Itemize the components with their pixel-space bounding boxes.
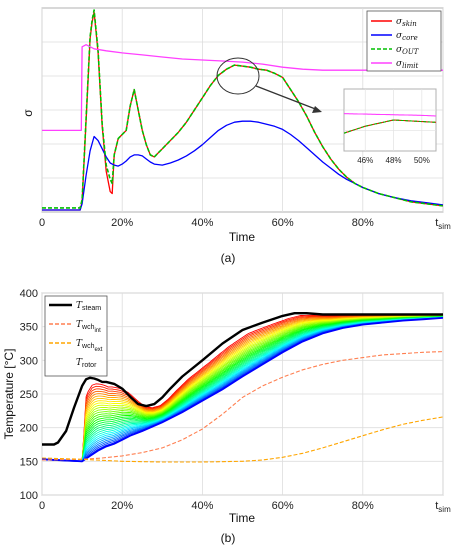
chart-b-y-tick-label: 200 [20, 423, 38, 435]
inset-x-tick-label: 48% [386, 156, 402, 165]
chart-a: 0 20% 40% 60% 80% tsim σ Time (a) 46% 48% 50% σ… [21, 7, 451, 265]
chart-b-y-tick-label: 350 [20, 322, 38, 334]
chart-a-x-tick-label: 60% [272, 217, 294, 229]
chart-b-x-tick-label: 20% [111, 500, 133, 512]
chart-b-legend-label: Twchext [76, 339, 103, 353]
chart-b-steam-line [42, 312, 443, 446]
chart-a-x-tick-label: 80% [352, 217, 374, 229]
chart-b-y-tick-label: 100 [20, 490, 38, 502]
chart-b-series [42, 312, 443, 463]
chart-a-x-label: Time [229, 230, 256, 244]
chart-b-x-tick-label: 80% [352, 500, 374, 512]
chart-b-series-line [42, 416, 443, 463]
chart-b-x-label: Time [229, 511, 256, 525]
chart-a-series [42, 9, 443, 211]
chart-b-panel-label: (b) [221, 531, 236, 545]
chart-a-x-tick-label: tsim [435, 217, 451, 231]
chart-a-series-line [42, 9, 443, 209]
zoom-arrow-head [312, 106, 322, 113]
chart-b-y-label: Temperature [°C] [2, 349, 16, 440]
chart-b-legend-label: Tsteam [76, 301, 101, 312]
zoom-arrow [255, 85, 319, 111]
chart-b-x-tick-label: 40% [191, 500, 213, 512]
chart-b-y-tick-label: 300 [20, 355, 38, 367]
inset-series-line [344, 119, 436, 134]
chart-b-y-ticks: 100 150 200 250 300 350 400 [20, 288, 38, 502]
chart-a-legend: σskin σcore σOUT σlimit [366, 10, 442, 72]
chart-a-legend-label: σskin [396, 17, 417, 28]
chart-a-x-tick-label: 0 [39, 217, 45, 229]
chart-a-series-line [42, 11, 443, 211]
chart-a-y-label: σ [21, 109, 35, 117]
inset-series-line [344, 113, 436, 117]
chart-a-x-tick-label: 20% [111, 217, 133, 229]
chart-b-y-tick-label: 150 [20, 456, 38, 468]
inset-x-tick-label: 50% [414, 156, 430, 165]
chart-a-x-tick-label: 40% [191, 217, 213, 229]
chart-a-panel-label: (a) [221, 251, 236, 265]
chart-b-rotor-core-line [42, 317, 443, 463]
inset-plot-area [343, 88, 437, 152]
chart-b-x-tick-label: tsim [435, 500, 451, 514]
chart-a-legend-label: σOUT [396, 45, 420, 56]
zoom-circle [216, 57, 260, 95]
chart-a-x-ticks: 0 20% 40% 60% 80% tsim [39, 217, 451, 231]
chart-b-x-tick-label: 0 [39, 500, 45, 512]
chart-b-x-ticks: 0 20% 40% 60% 80% tsim [39, 500, 451, 514]
chart-b-legend-label: Trotor [76, 358, 97, 369]
chart-b: 0 20% 40% 60% 80% tsim 100150200250300350400 … [2, 288, 451, 545]
chart-a-series-line [42, 44, 443, 132]
chart-a-legend-label: σlimit [396, 59, 419, 70]
inset-x-tick-label: 46% [357, 156, 373, 165]
inset-grid [344, 89, 436, 151]
chart-b-legend-label: Twchint [76, 320, 101, 334]
chart-a-legend-label: σcore [396, 31, 418, 42]
chart-b-y-tick-label: 250 [20, 389, 38, 401]
chart-b-series-line [42, 351, 443, 461]
inset-series [344, 113, 436, 134]
chart-b-legend: Tsteam Twchint Twchext Trotor [44, 295, 108, 377]
chart-b-x-tick-label: 60% [272, 500, 294, 512]
inset-x-ticks: 46% 48% 50% [357, 156, 430, 165]
chart-a-series-line [42, 120, 443, 211]
chart-b-y-tick-label: 400 [20, 288, 38, 300]
